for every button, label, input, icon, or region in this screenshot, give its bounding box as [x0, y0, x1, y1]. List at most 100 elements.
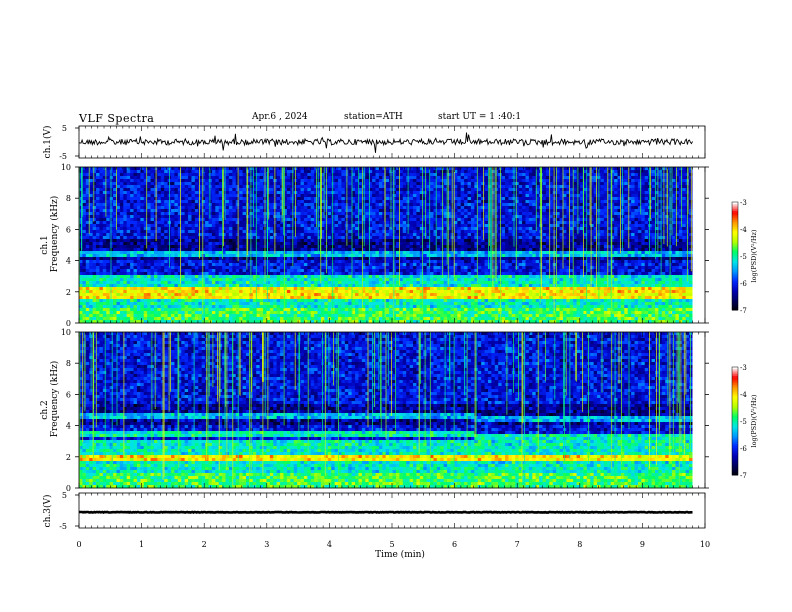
spectrogram-cell [269, 308, 274, 312]
spectrogram-cell [297, 167, 301, 171]
spectrogram-cell [99, 170, 104, 174]
spectrogram-cell [126, 290, 131, 294]
spectrogram-cell [218, 251, 223, 255]
spectrogram-cell [331, 263, 336, 267]
spectrogram-cell [310, 227, 315, 231]
spectrogram-cell [160, 254, 165, 258]
spectrogram-cell [119, 254, 124, 258]
spectrogram-cell [375, 245, 380, 249]
spectrogram-cell [344, 299, 349, 303]
spectrogram-cell [341, 308, 346, 312]
spectrogram-cell [385, 224, 390, 228]
spectrogram-cell [181, 173, 186, 177]
spectrogram-cell [402, 269, 407, 273]
spectrogram-cell [147, 251, 151, 255]
spectrogram-cell [126, 245, 131, 249]
spectrogram-cell [147, 188, 151, 192]
spectrogram-cell [259, 179, 264, 183]
spectrogram-cell [102, 281, 107, 285]
spectrogram-cell [331, 266, 336, 270]
spectrogram-cell [143, 302, 148, 306]
spectrogram-cell [338, 314, 342, 318]
spectrogram-cell [392, 251, 397, 255]
spectrogram-cell [198, 227, 203, 231]
spectrogram-cell [317, 239, 322, 243]
spectrogram-cell [303, 188, 308, 192]
spectrogram-cell [130, 284, 134, 288]
spectrogram-cell [171, 206, 175, 210]
spectrogram-cell [208, 311, 213, 315]
spectrogram-cell [79, 299, 83, 303]
spectrogram-cell [116, 245, 121, 249]
spectrogram-cell [228, 188, 233, 192]
spectrogram-cell [395, 212, 400, 216]
spectrogram-cell [399, 281, 404, 285]
spectrogram-cell [290, 299, 295, 303]
spectrogram-cell [361, 251, 366, 255]
spectrogram-cell [150, 311, 155, 315]
spectrogram-cell [99, 317, 104, 321]
spectrogram-cell [334, 299, 339, 303]
spectrogram-cell [249, 287, 254, 291]
spectrogram-cell [385, 188, 390, 192]
spectrogram-cell [164, 293, 169, 297]
spectrogram-cell [375, 317, 380, 321]
spectrogram-cell [314, 254, 318, 258]
spectrogram-cell [252, 254, 257, 258]
spectrogram-cell [171, 296, 175, 300]
spectrogram-cell [399, 206, 404, 210]
spectrogram-cell [92, 191, 97, 195]
spectrogram-cell [355, 317, 359, 321]
spectrogram-cell [303, 176, 308, 180]
spectrogram-cell [171, 278, 175, 282]
spectrogram-cell [232, 239, 237, 243]
spectrogram-cell [320, 227, 325, 231]
spectrogram-cell [341, 263, 346, 267]
spectrogram-cell [392, 209, 397, 213]
spectrogram-cell [225, 227, 230, 231]
spectrogram-cell [106, 218, 111, 222]
spectrogram-cell [130, 233, 134, 237]
spectrogram-cell [160, 218, 165, 222]
spectrogram-cell [368, 302, 373, 306]
spectrogram-cell [177, 239, 182, 243]
spectrogram-cell [89, 272, 94, 276]
spectrogram-cell [136, 167, 141, 171]
spectrogram-cell [198, 248, 203, 252]
spectrogram-cell [232, 248, 237, 252]
spectrogram-cell [232, 320, 237, 324]
spectrogram-cell [218, 185, 223, 189]
spectrogram-cell [232, 215, 237, 219]
spectrogram-cell [348, 257, 353, 261]
spectrogram-cell [385, 230, 390, 234]
spectrogram-cell [358, 302, 363, 306]
spectrogram-cell [331, 233, 336, 237]
spectrogram-cell [92, 182, 97, 186]
spectrogram-cell [143, 239, 148, 243]
spectrogram-cell [116, 185, 121, 189]
spectrogram-cell [392, 284, 397, 288]
spectrogram-cell [215, 302, 220, 306]
spectrogram-cell [174, 284, 179, 288]
spectrogram-cell [79, 245, 83, 249]
spectrogram-cell [205, 224, 209, 228]
spectrogram-cell [82, 185, 87, 189]
spectrogram-cell [249, 200, 254, 204]
spectrogram-cell [208, 290, 213, 294]
spectrogram-cell [211, 302, 216, 306]
spectrogram-cell [378, 278, 383, 282]
spectrogram-cell [375, 170, 380, 174]
spectrogram-cell [106, 179, 111, 183]
spectrogram-cell [249, 236, 254, 240]
spectrogram-cell [184, 239, 189, 243]
spectrogram-cell [286, 311, 291, 315]
spectrogram-cell [303, 290, 308, 294]
spectrogram-cell [228, 260, 233, 264]
spectrogram-cell [218, 233, 223, 237]
spectrogram-cell [297, 305, 301, 309]
spectrogram-cell [109, 194, 114, 198]
spectrogram-cell [171, 260, 175, 264]
spectrogram-cell [269, 314, 274, 318]
spectrogram-cell [310, 212, 315, 216]
spectrogram-cell [372, 305, 376, 309]
